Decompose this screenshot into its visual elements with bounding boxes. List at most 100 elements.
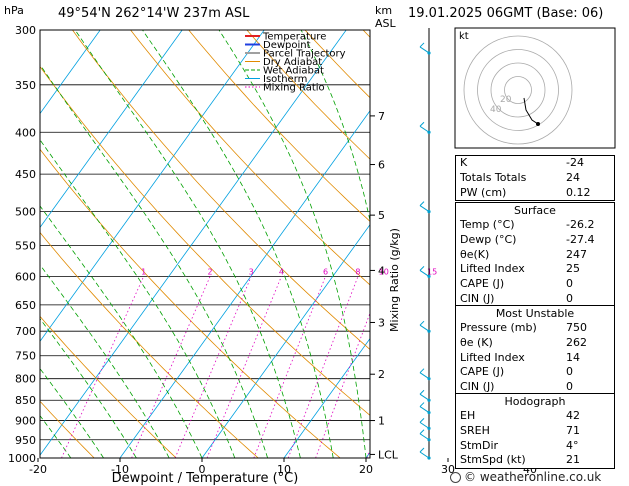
dry-adiabat bbox=[130, 30, 370, 286]
wind-profile bbox=[419, 28, 431, 460]
hodograph-ring bbox=[490, 62, 546, 118]
temperature-tick-label: -20 bbox=[29, 463, 47, 476]
hodo-row: StmDir 4° bbox=[460, 438, 579, 452]
hodo-row: StmSpd (kt) 21 bbox=[460, 453, 580, 467]
mixing-ratio-label: 10 bbox=[379, 267, 389, 276]
hodograph-ring-label: 20 bbox=[500, 95, 512, 105]
wind-barb bbox=[419, 421, 430, 429]
pressure-tick-label: 450 bbox=[15, 168, 36, 181]
mixing-ratio-line bbox=[174, 276, 252, 458]
wet-adiabat bbox=[218, 30, 367, 458]
wind-barb bbox=[419, 451, 430, 459]
wet-adiabat bbox=[0, 30, 5, 458]
surface-title: Surface bbox=[514, 204, 556, 217]
km-tick-label: 7 bbox=[378, 110, 385, 123]
mu-row: Lifted Index 14 bbox=[460, 350, 580, 364]
mixing-ratio-line bbox=[287, 276, 359, 458]
isotherm bbox=[40, 30, 101, 115]
wind-dot bbox=[427, 398, 431, 402]
mu-row: CAPE (J) 0 bbox=[460, 365, 573, 379]
isotherm bbox=[283, 337, 370, 458]
hodo-row: SREH 71 bbox=[460, 423, 580, 437]
dry-adiabat bbox=[40, 315, 177, 458]
copyright[interactable]: © weatheronline.co.uk bbox=[450, 470, 601, 484]
pressure-tick-label: 400 bbox=[15, 126, 36, 139]
isotherm bbox=[201, 224, 370, 458]
datetime-title: 19.01.2025 06GMT (Base: 06) bbox=[408, 6, 604, 21]
wind-barb bbox=[419, 393, 430, 401]
hodograph-frame bbox=[454, 27, 616, 149]
dry-adiabat bbox=[40, 231, 259, 458]
wind-barb-flag bbox=[419, 320, 425, 326]
pressure-tick-label: 1000 bbox=[8, 452, 36, 465]
temperature-tick-label: 10 bbox=[277, 463, 291, 476]
asl-unit: ASL bbox=[375, 17, 397, 30]
legend-label: Dry Adiabat bbox=[263, 57, 322, 68]
mixing-ratio-line bbox=[131, 276, 211, 458]
legend-label: Wet Adiabat bbox=[263, 66, 324, 77]
isotherm bbox=[119, 110, 370, 458]
wind-barb-flag bbox=[419, 368, 425, 374]
wind-barb-flag bbox=[419, 266, 425, 271]
wet-adiabat bbox=[74, 30, 301, 458]
wind-barb-flag bbox=[419, 42, 425, 48]
hodograph-ring bbox=[477, 49, 559, 131]
isotherm bbox=[40, 30, 183, 229]
wind-barb-flag bbox=[419, 418, 425, 423]
pressure-tick-label: 800 bbox=[15, 373, 36, 386]
wind-dot bbox=[427, 438, 431, 442]
wind-barb-flag bbox=[419, 121, 425, 127]
mixing-ratio-line bbox=[253, 276, 326, 458]
legend-label: Dewpoint bbox=[263, 40, 311, 51]
most-unstable-panel: Most Unstable Pressure (mb) 750 θe (K) 262… bbox=[455, 305, 615, 396]
km-tick-label: 2 bbox=[378, 368, 385, 381]
pressure-tick-label: 350 bbox=[15, 79, 36, 92]
wind-dot bbox=[427, 410, 431, 415]
isotherm bbox=[40, 30, 347, 456]
dry-adiabat bbox=[40, 65, 370, 416]
wet-adiabat bbox=[40, 205, 203, 458]
mixing-ratio-label: 2 bbox=[208, 267, 213, 276]
wind-dot bbox=[427, 274, 431, 279]
temperature-tick-label: 20 bbox=[359, 463, 373, 476]
pressure-tick-label: 950 bbox=[15, 434, 36, 447]
pressure-tick-label: 650 bbox=[15, 299, 36, 312]
mu-row: θe (K) 262 bbox=[460, 335, 587, 349]
wind-dot bbox=[427, 377, 431, 381]
wind-barb-flag bbox=[419, 447, 425, 453]
km-unit: km bbox=[375, 4, 392, 17]
hodograph-title: Hodograph bbox=[504, 395, 566, 408]
wind-barb-flag bbox=[419, 429, 425, 435]
most-unstable-title: Most Unstable bbox=[495, 307, 575, 320]
wet-adiabat bbox=[40, 264, 170, 458]
hodo-row: EH 42 bbox=[460, 409, 580, 422]
surface-row: θe(K) 247 bbox=[460, 247, 587, 261]
pressure-tick-label: 550 bbox=[15, 239, 36, 252]
wind-barb bbox=[419, 269, 430, 277]
hodograph-ring-label: 40 bbox=[490, 105, 502, 115]
mixing-ratio-label: 8 bbox=[355, 267, 360, 276]
mixing-ratio-label: 3 bbox=[249, 267, 254, 276]
dewpoint-line bbox=[0, 30, 9, 458]
grid-lines bbox=[0, 30, 370, 458]
hodograph-ring bbox=[463, 35, 573, 145]
pressure-unit: hPa bbox=[4, 4, 24, 17]
km-tick-label: 1 bbox=[378, 415, 385, 428]
pressure-tick-label: 500 bbox=[15, 206, 36, 219]
mixing-ratio-label: 6 bbox=[323, 267, 328, 276]
pressure-tick-label: 600 bbox=[15, 270, 36, 283]
temperature-tick-label: -10 bbox=[111, 463, 129, 476]
surface-panel: Surface Temp (°C) -26.2 Dewp (°C) -27.4 θe… bbox=[455, 202, 615, 308]
surface-row: Dewp (°C) -27.4 bbox=[460, 232, 595, 246]
legend-label: Mixing Ratio bbox=[263, 83, 325, 94]
km-tick-label: 4 bbox=[378, 264, 385, 277]
wind-dot bbox=[427, 426, 431, 430]
wind-barb-flag bbox=[419, 201, 425, 206]
surface-row: CAPE (J) 0 bbox=[460, 277, 573, 291]
hodograph-trace bbox=[523, 97, 539, 125]
wind-barb bbox=[419, 406, 430, 413]
pressure-tick-label: 900 bbox=[15, 415, 36, 428]
